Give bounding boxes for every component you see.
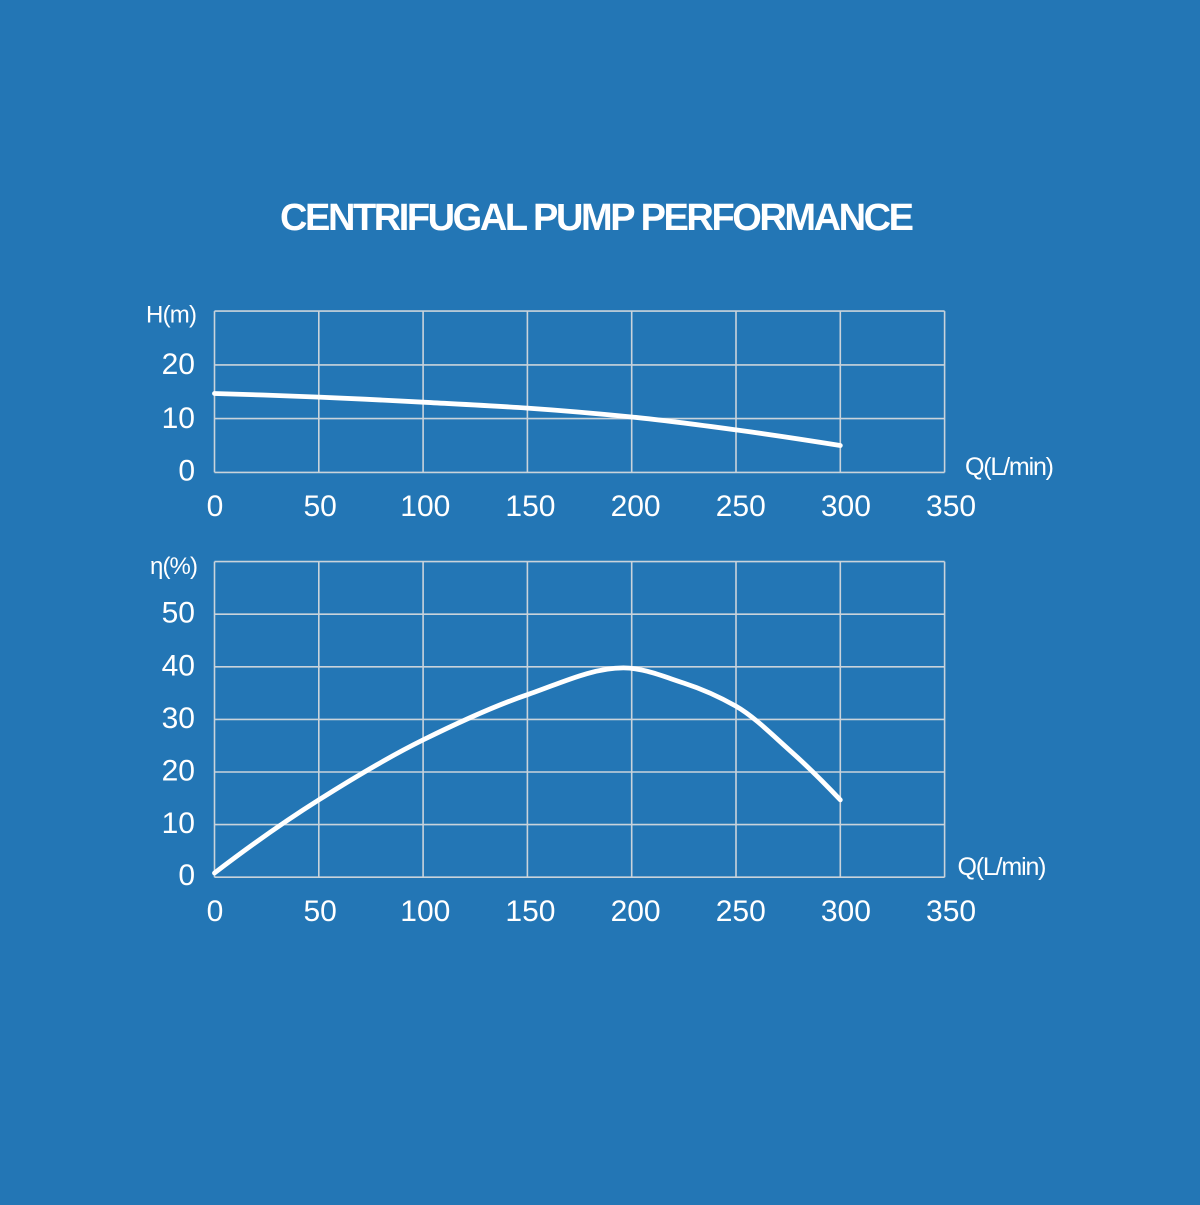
svg-text:20: 20 [162, 755, 195, 788]
svg-text:Q(L/min): Q(L/min) [958, 853, 1047, 881]
svg-text:30: 30 [162, 702, 195, 735]
svg-text:100: 100 [400, 490, 450, 523]
svg-text:200: 200 [611, 895, 661, 928]
svg-text:100: 100 [400, 895, 450, 928]
svg-text:250: 250 [716, 895, 766, 928]
svg-text:0: 0 [178, 859, 195, 892]
svg-text:0: 0 [178, 454, 195, 487]
svg-text:20: 20 [162, 348, 195, 381]
svg-text:η(%): η(%) [150, 553, 198, 580]
svg-text:0: 0 [207, 490, 224, 523]
svg-text:250: 250 [716, 490, 766, 523]
svg-text:150: 150 [505, 895, 555, 928]
svg-text:350: 350 [926, 895, 976, 928]
svg-text:10: 10 [162, 402, 195, 435]
svg-text:Q(L/min): Q(L/min) [965, 453, 1054, 481]
svg-text:0: 0 [207, 895, 224, 928]
svg-text:50: 50 [303, 895, 336, 928]
svg-text:10: 10 [162, 807, 195, 840]
svg-text:40: 40 [162, 649, 195, 682]
svg-text:300: 300 [821, 490, 871, 523]
svg-text:H(m): H(m) [146, 302, 197, 329]
svg-text:50: 50 [162, 597, 195, 630]
svg-text:50: 50 [303, 490, 336, 523]
svg-text:CENTRIFUGAL PUMP PERFORMANCE: CENTRIFUGAL PUMP PERFORMANCE [280, 197, 914, 239]
svg-text:350: 350 [926, 490, 976, 523]
svg-text:300: 300 [821, 895, 871, 928]
svg-text:200: 200 [611, 490, 661, 523]
svg-text:150: 150 [505, 490, 555, 523]
